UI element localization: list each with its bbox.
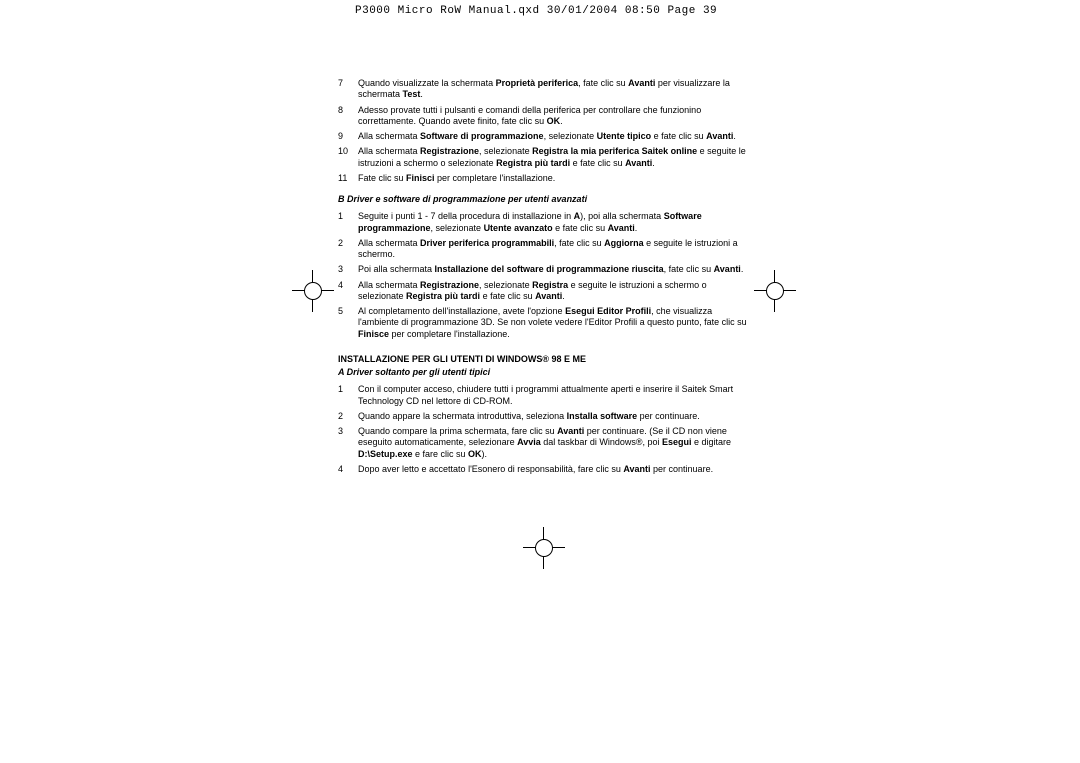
section-a-title: A Driver soltanto per gli utenti tipici xyxy=(338,367,748,378)
list-item: 3Quando compare la prima schermata, fare… xyxy=(338,426,748,460)
page-header: P3000 Micro RoW Manual.qxd 30/01/2004 08… xyxy=(355,5,717,17)
item-number: 7 xyxy=(338,78,358,101)
list-c: 1Con il computer acceso, chiudere tutti … xyxy=(338,384,748,475)
item-text: Quando compare la prima schermata, fare … xyxy=(358,426,748,460)
list-item: 4Dopo aver letto e accettato l'Esonero d… xyxy=(338,464,748,475)
page-content: 7Quando visualizzate la schermata Propri… xyxy=(338,78,748,479)
install-heading: INSTALLAZIONE PER GLI UTENTI DI WINDOWS®… xyxy=(338,354,748,365)
item-number: 4 xyxy=(338,464,358,475)
list-item: 8Adesso provate tutti i pulsanti e coman… xyxy=(338,105,748,128)
list-item: 10Alla schermata Registrazione, selezion… xyxy=(338,146,748,169)
item-text: Quando visualizzate la schermata Proprie… xyxy=(358,78,748,101)
item-text: Dopo aver letto e accettato l'Esonero di… xyxy=(358,464,748,475)
list-item: 2Quando appare la schermata introduttiva… xyxy=(338,411,748,422)
item-text: Poi alla schermata Installazione del sof… xyxy=(358,264,748,275)
item-number: 2 xyxy=(338,238,358,261)
section-b-title: B Driver e software di programmazione pe… xyxy=(338,194,748,205)
item-number: 3 xyxy=(338,264,358,275)
list-item: 4Alla schermata Registrazione, seleziona… xyxy=(338,280,748,303)
item-number: 8 xyxy=(338,105,358,128)
item-text: Fate clic su Finisci per completare l'in… xyxy=(358,173,748,184)
list-item: 7Quando visualizzate la schermata Propri… xyxy=(338,78,748,101)
crop-mark-right xyxy=(754,270,796,312)
list-item: 9Alla schermata Software di programmazio… xyxy=(338,131,748,142)
crop-mark-bottom xyxy=(523,527,565,569)
crop-mark-left xyxy=(292,270,334,312)
list-a: 7Quando visualizzate la schermata Propri… xyxy=(338,78,748,184)
item-text: Alla schermata Registrazione, selezionat… xyxy=(358,146,748,169)
item-number: 1 xyxy=(338,384,358,407)
list-item: 1Con il computer acceso, chiudere tutti … xyxy=(338,384,748,407)
item-number: 10 xyxy=(338,146,358,169)
list-item: 2Alla schermata Driver periferica progra… xyxy=(338,238,748,261)
item-text: Quando appare la schermata introduttiva,… xyxy=(358,411,748,422)
list-item: 3Poi alla schermata Installazione del so… xyxy=(338,264,748,275)
item-text: Seguite i punti 1 - 7 della procedura di… xyxy=(358,211,748,234)
item-number: 1 xyxy=(338,211,358,234)
item-number: 5 xyxy=(338,306,358,340)
item-number: 9 xyxy=(338,131,358,142)
item-number: 11 xyxy=(338,173,358,184)
item-text: Alla schermata Registrazione, selezionat… xyxy=(358,280,748,303)
item-text: Alla schermata Software di programmazion… xyxy=(358,131,748,142)
list-item: 11Fate clic su Finisci per completare l'… xyxy=(338,173,748,184)
list-item: 1Seguite i punti 1 - 7 della procedura d… xyxy=(338,211,748,234)
item-text: Adesso provate tutti i pulsanti e comand… xyxy=(358,105,748,128)
list-item: 5Al completamento dell'installazione, av… xyxy=(338,306,748,340)
list-b: 1Seguite i punti 1 - 7 della procedura d… xyxy=(338,211,748,340)
item-number: 4 xyxy=(338,280,358,303)
item-number: 2 xyxy=(338,411,358,422)
item-text: Con il computer acceso, chiudere tutti i… xyxy=(358,384,748,407)
item-text: Al completamento dell'installazione, ave… xyxy=(358,306,748,340)
item-number: 3 xyxy=(338,426,358,460)
item-text: Alla schermata Driver periferica program… xyxy=(358,238,748,261)
